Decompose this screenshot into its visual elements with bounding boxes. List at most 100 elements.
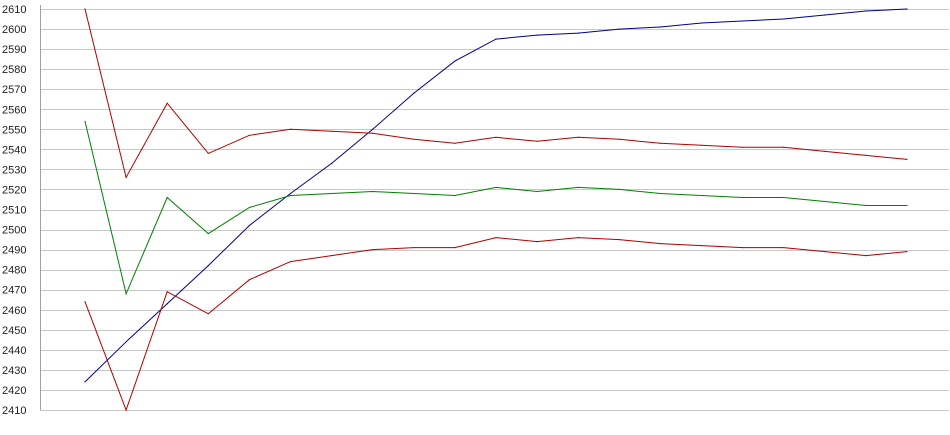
data-point — [906, 251, 908, 253]
data-point — [413, 138, 415, 140]
data-point — [125, 341, 127, 343]
data-point — [906, 8, 908, 10]
data-point — [454, 194, 456, 197]
data-point — [331, 255, 333, 257]
data-point — [166, 102, 168, 104]
y-tick-label: 2500 — [2, 225, 26, 237]
series-3-points — [84, 120, 908, 295]
data-point — [824, 251, 826, 253]
data-point — [248, 279, 250, 281]
data-point — [289, 261, 292, 263]
y-tick-label: 2600 — [2, 24, 26, 36]
data-point — [742, 146, 744, 148]
data-point — [783, 146, 785, 148]
data-point — [906, 204, 908, 207]
data-point — [659, 192, 662, 195]
data-point — [742, 20, 744, 22]
data-point — [84, 120, 86, 122]
data-point — [865, 255, 867, 257]
series-1-points — [84, 8, 908, 383]
y-tick-label: 2550 — [2, 124, 26, 136]
data-point — [207, 233, 209, 235]
data-point — [166, 196, 168, 199]
data-point — [125, 409, 127, 411]
data-point — [536, 140, 538, 142]
data-point — [248, 224, 250, 227]
data-point — [577, 136, 579, 138]
y-tick-label: 2420 — [2, 385, 26, 397]
y-tick-label: 2520 — [2, 184, 26, 196]
data-point — [742, 247, 744, 249]
data-point — [865, 10, 867, 12]
data-point — [125, 293, 127, 295]
y-tick-label: 2470 — [2, 285, 26, 297]
data-point — [577, 237, 579, 239]
data-point — [331, 162, 333, 164]
data-point — [454, 60, 456, 62]
y-tick-label: 2410 — [2, 405, 26, 417]
y-tick-label: 2610 — [2, 4, 26, 16]
data-point — [289, 128, 292, 130]
data-point — [331, 192, 333, 195]
data-point — [413, 92, 415, 94]
data-point — [618, 138, 620, 140]
data-point — [166, 291, 168, 293]
data-point — [454, 247, 456, 249]
data-point — [824, 14, 826, 16]
data-point — [125, 176, 127, 178]
data-point — [536, 34, 538, 36]
data-point — [742, 196, 744, 199]
data-point — [413, 247, 415, 249]
data-point — [289, 192, 292, 195]
data-point — [495, 186, 497, 188]
data-point — [495, 136, 497, 138]
data-point — [700, 194, 703, 197]
data-point — [824, 150, 826, 152]
y-tick-label: 2490 — [2, 245, 26, 257]
data-point — [495, 237, 497, 239]
data-point — [372, 190, 374, 193]
data-point — [700, 245, 703, 247]
data-point — [413, 192, 415, 195]
data-point — [248, 134, 250, 136]
data-point — [783, 247, 785, 249]
data-point — [166, 303, 168, 305]
y-tick-label: 2460 — [2, 305, 26, 317]
data-point — [289, 194, 292, 197]
data-point — [865, 204, 867, 207]
data-point — [84, 8, 86, 10]
data-point — [372, 132, 374, 134]
y-tick-label: 2450 — [2, 325, 26, 337]
data-point — [207, 265, 209, 267]
data-point — [700, 22, 703, 24]
data-point — [207, 313, 209, 315]
data-point — [618, 239, 620, 241]
y-tick-label: 2570 — [2, 84, 26, 96]
y-tick-label: 2540 — [2, 144, 26, 156]
data-point — [372, 128, 374, 130]
data-point — [700, 144, 703, 146]
data-point — [906, 158, 908, 160]
y-tick-label: 2560 — [2, 104, 26, 116]
data-point — [577, 32, 579, 34]
data-point — [659, 243, 662, 245]
data-point — [536, 241, 538, 243]
data-point — [618, 28, 620, 30]
data-point — [783, 18, 785, 20]
data-point — [207, 152, 209, 154]
y-tick-label: 2530 — [2, 164, 26, 176]
y-tick-label: 2580 — [2, 64, 26, 76]
data-point — [618, 188, 620, 190]
data-point — [659, 26, 662, 28]
y-tick-label: 2430 — [2, 365, 26, 377]
data-point — [659, 142, 662, 144]
y-tick-label: 2440 — [2, 345, 26, 357]
data-point — [536, 190, 538, 193]
series-4-points — [84, 237, 908, 411]
data-point — [495, 38, 497, 40]
grid-lines — [40, 9, 949, 411]
y-tick-label: 2590 — [2, 44, 26, 56]
data-point — [84, 301, 86, 303]
